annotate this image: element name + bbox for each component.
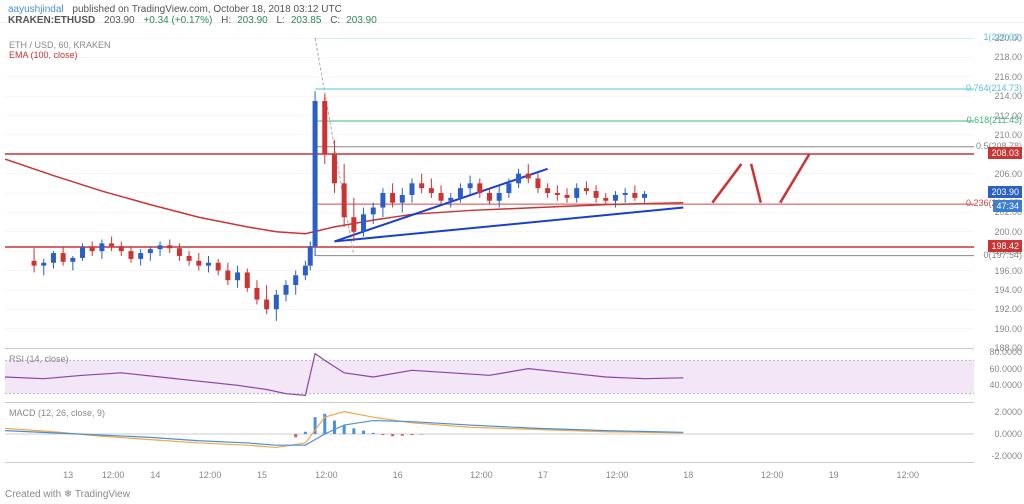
- price-panel[interactable]: ETH / USD, 60, KRAKEN EMA (100, close) 1…: [5, 38, 974, 349]
- high: 203.90: [237, 15, 268, 26]
- rsi-label: RSI (14, close): [9, 354, 69, 364]
- published: published on TradingView.com, October 18…: [72, 4, 341, 15]
- close: 203.90: [346, 15, 377, 26]
- x-axis: 1312:001412:001512:001612:001712:001812:…: [5, 462, 974, 480]
- rsi-svg: [5, 352, 974, 402]
- symbol: KRAKEN:ETHUSD: [8, 15, 95, 26]
- macd-label: MACD (12, 26, close, 9): [9, 408, 105, 418]
- author: aayushjindal: [8, 4, 64, 15]
- current-price-box: 203.90: [988, 186, 1022, 198]
- footer: Created with ❄ TradingView: [5, 489, 130, 500]
- chart-container: aayushjindal published on TradingView.co…: [0, 0, 1024, 504]
- macd-panel[interactable]: MACD (12, 26, close, 9) -2.00000.00002.0…: [5, 406, 974, 463]
- change: +0.34 (+0.17%): [143, 15, 212, 26]
- macd-svg: [5, 406, 974, 462]
- pair-label: ETH / USD, 60, KRAKEN EMA (100, close): [9, 40, 111, 60]
- countdown-box: 47:34: [993, 200, 1022, 212]
- pair-text: ETH / USD, 60, KRAKEN: [9, 40, 111, 50]
- rsi-panel[interactable]: RSI (14, close) 40.000060.000080.0000: [5, 352, 974, 403]
- c-label: C:: [330, 15, 340, 26]
- l-label: L:: [276, 15, 284, 26]
- price: 203.90: [104, 15, 135, 26]
- price-chart-svg: [5, 38, 974, 348]
- h-label: H:: [221, 15, 231, 26]
- chart-header: aayushjindal published on TradingView.co…: [0, 0, 1024, 23]
- low: 203.85: [291, 15, 322, 26]
- ema-text: EMA (100, close): [9, 50, 78, 60]
